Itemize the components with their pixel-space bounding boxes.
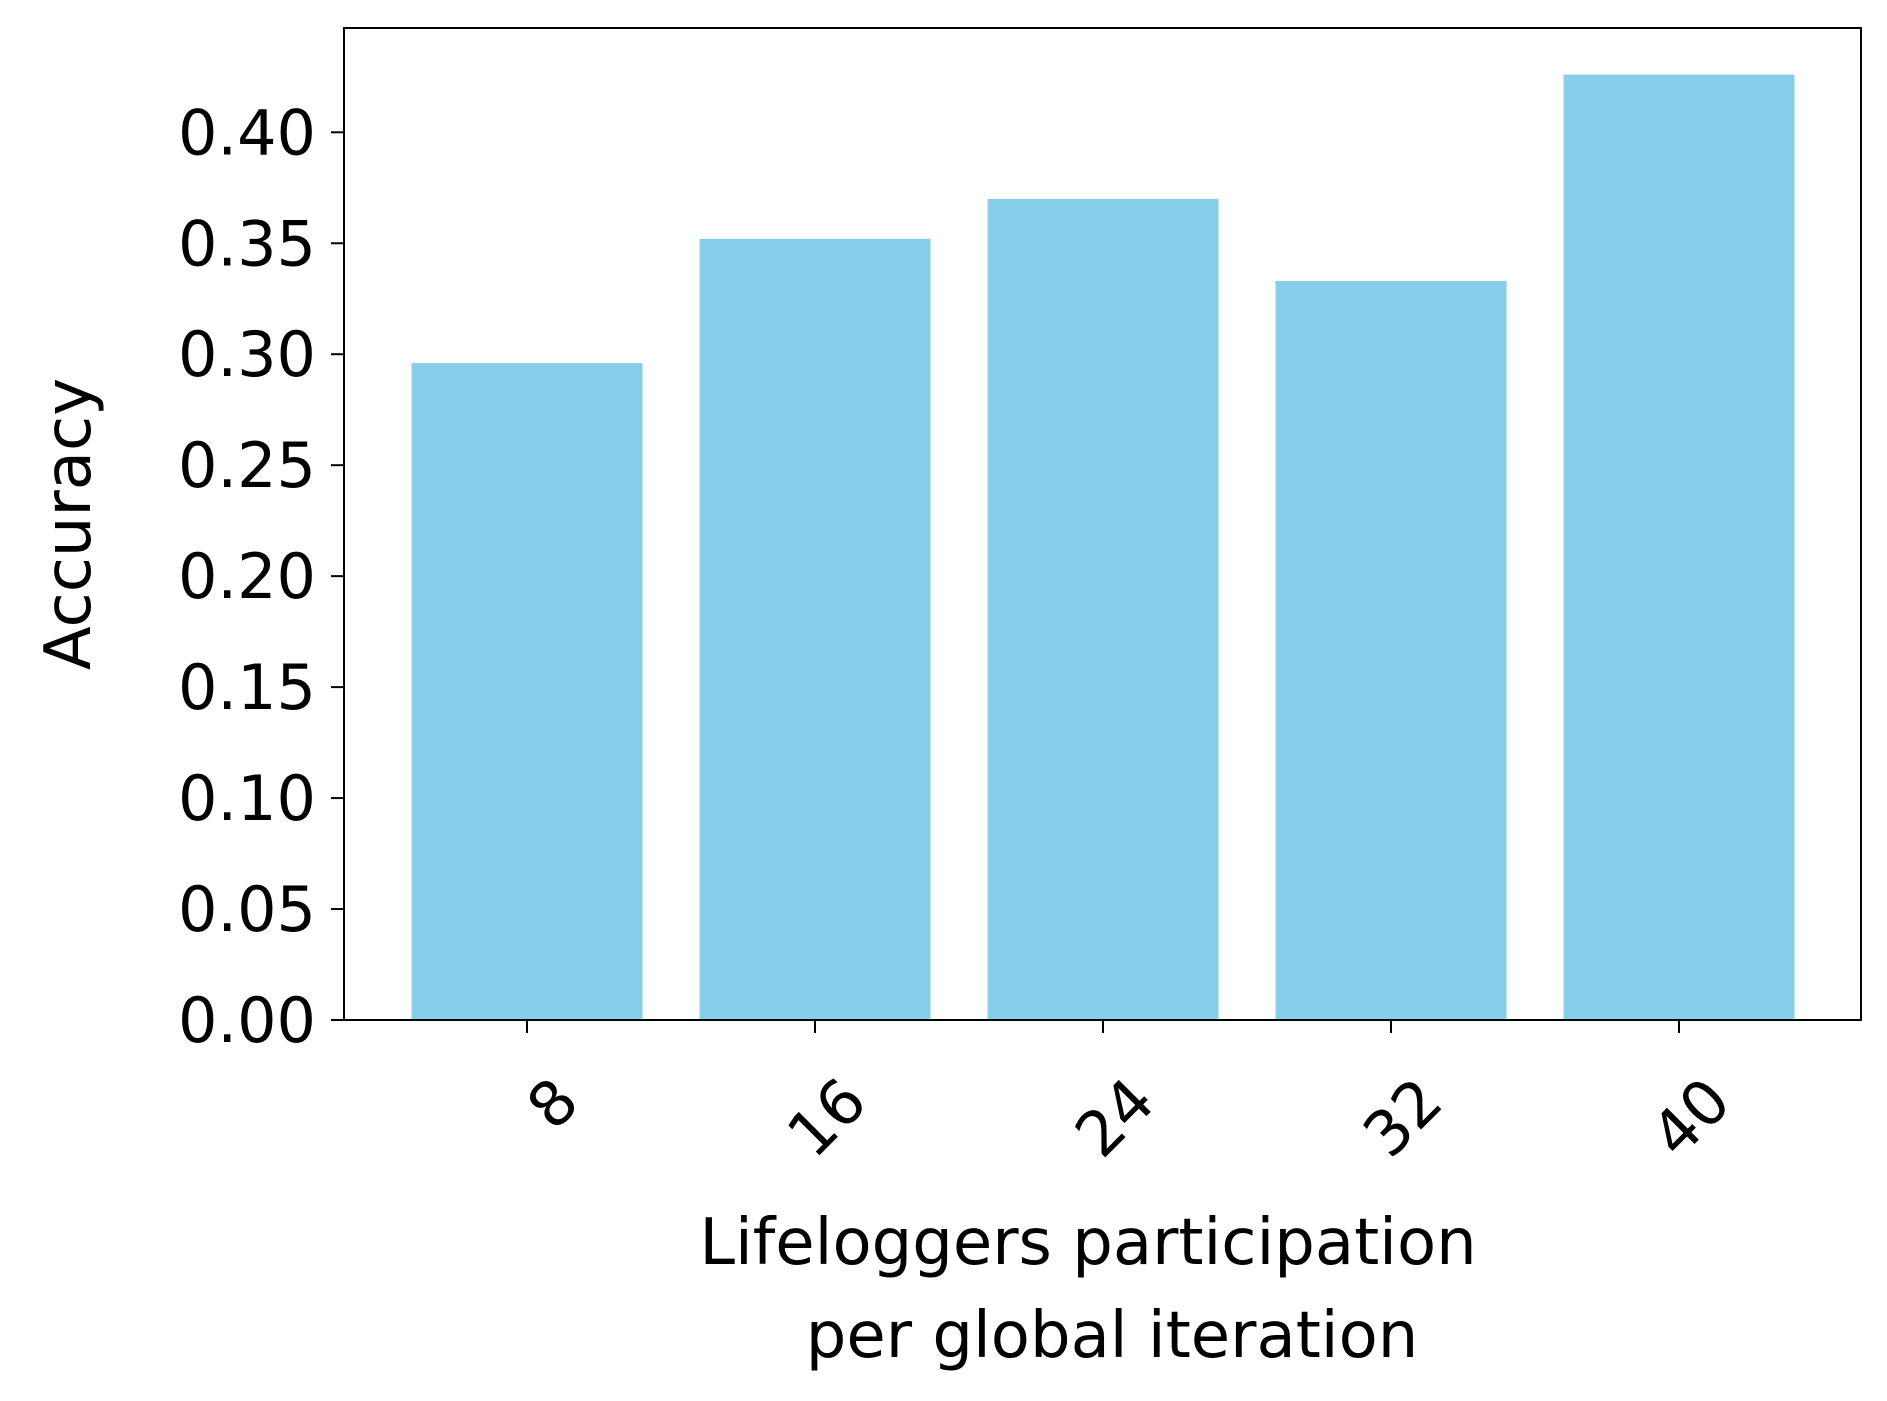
y-tick-label: 0.35 (178, 207, 316, 280)
y-tick-label: 0.20 (178, 540, 316, 613)
bar-16 (699, 238, 931, 1020)
bar-8 (411, 363, 643, 1021)
y-tick-label: 0.25 (178, 429, 316, 502)
bar-24 (987, 198, 1219, 1020)
bar-32 (1275, 280, 1507, 1020)
y-tick-label: 0.10 (178, 762, 316, 835)
x-tick-label: 8 (513, 1064, 593, 1144)
y-tick-label: 0.30 (178, 318, 316, 391)
bar-40 (1563, 74, 1795, 1021)
x-tick-label: 32 (1349, 1064, 1456, 1171)
y-tick-label: 0.00 (178, 984, 316, 1057)
x-axis-title-line-1: Lifeloggers participation (699, 1206, 1476, 1280)
x-tick-label: 24 (1061, 1064, 1168, 1171)
y-tick-label: 0.15 (178, 651, 316, 724)
y-tick-label: 0.40 (178, 96, 316, 169)
x-axis: 8 16 24 32 40 (513, 1020, 1744, 1171)
y-axis: 0.00 0.05 0.10 0.15 0.20 0.25 0.30 0.35 0.40 (178, 96, 344, 1057)
x-tick-label: 40 (1637, 1064, 1744, 1171)
x-tick-label: 16 (773, 1064, 880, 1171)
bars-group (411, 74, 1795, 1021)
y-tick-label: 0.05 (178, 873, 316, 946)
y-axis-title: Accuracy (32, 378, 106, 670)
x-axis-title-line-2: per global iteration (806, 1299, 1419, 1373)
